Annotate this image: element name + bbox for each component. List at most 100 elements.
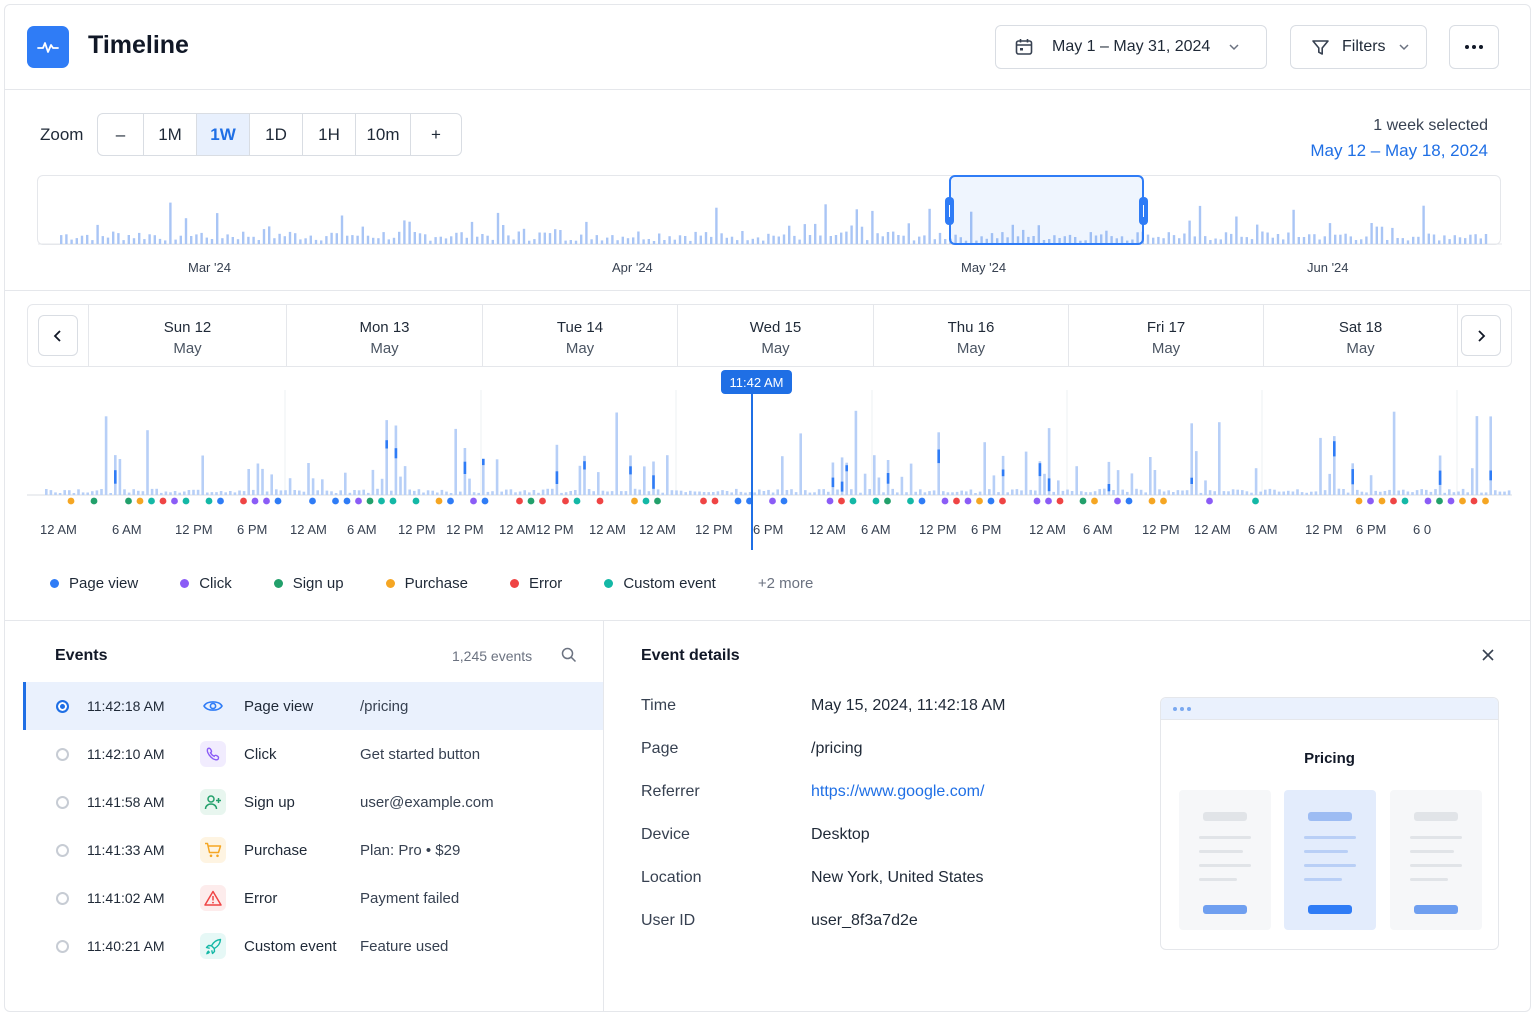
event-marker[interactable] — [355, 497, 362, 505]
legend-more-button[interactable]: +2 more — [758, 575, 813, 592]
event-marker[interactable] — [907, 497, 914, 505]
event-marker[interactable] — [1482, 497, 1489, 505]
event-marker[interactable] — [159, 497, 167, 505]
event-marker[interactable] — [1436, 497, 1443, 505]
zoom-option-10m[interactable]: 10m — [356, 114, 411, 155]
day-column-sun-12[interactable]: Sun 12 May — [88, 305, 286, 366]
event-marker[interactable] — [1045, 497, 1052, 505]
event-marker[interactable] — [872, 497, 880, 505]
event-marker[interactable] — [435, 497, 443, 505]
zoom-option-1d[interactable]: 1D — [250, 114, 303, 155]
event-marker[interactable] — [838, 497, 845, 505]
event-marker[interactable] — [1390, 497, 1397, 505]
time-cursor-line[interactable] — [751, 394, 753, 550]
event-marker[interactable] — [171, 497, 178, 505]
event-marker[interactable] — [654, 497, 661, 505]
event-marker[interactable] — [1252, 497, 1259, 505]
event-row[interactable]: 11:42:18 AM Page view /pricing — [23, 682, 603, 730]
event-row[interactable]: 11:41:58 AM Sign up user@example.com — [23, 778, 603, 826]
event-marker[interactable] — [332, 497, 339, 505]
event-marker[interactable] — [964, 497, 972, 505]
legend-item-page-view[interactable]: Page view — [50, 575, 138, 592]
event-marker[interactable] — [573, 497, 581, 505]
row-radio[interactable] — [56, 939, 69, 953]
event-marker[interactable] — [999, 497, 1006, 505]
zoom-option-1w[interactable]: 1W — [197, 114, 250, 155]
row-radio[interactable] — [56, 795, 69, 809]
row-radio[interactable] — [56, 843, 69, 857]
day-column-sat-18[interactable]: Sat 18 May — [1263, 305, 1458, 366]
event-marker[interactable] — [700, 497, 707, 505]
event-row[interactable]: 11:40:21 AM Custom event Feature used — [23, 922, 603, 970]
event-marker[interactable] — [826, 497, 834, 505]
event-marker[interactable] — [1079, 497, 1087, 505]
event-marker[interactable] — [884, 497, 891, 505]
legend-item-sign-up[interactable]: Sign up — [273, 575, 344, 592]
event-marker[interactable] — [148, 497, 155, 505]
event-marker[interactable] — [539, 497, 546, 505]
event-marker[interactable] — [769, 497, 776, 505]
referrer-link[interactable]: https://www.google.com/ — [811, 783, 985, 800]
previous-week-button[interactable] — [38, 315, 78, 356]
event-marker[interactable] — [470, 497, 477, 505]
event-marker[interactable] — [1401, 497, 1409, 505]
event-marker[interactable] — [1160, 497, 1167, 505]
event-marker[interactable] — [976, 497, 983, 505]
event-marker[interactable] — [642, 497, 650, 505]
timeline-chart[interactable] — [5, 385, 1531, 505]
day-column-thu-16[interactable]: Thu 16 May — [873, 305, 1068, 366]
event-marker[interactable] — [251, 497, 259, 505]
day-column-tue-14[interactable]: Tue 14 May — [482, 305, 677, 366]
legend-item-custom-event[interactable]: Custom event — [604, 575, 716, 592]
event-marker[interactable] — [67, 497, 75, 505]
event-marker[interactable] — [711, 497, 719, 505]
event-marker[interactable] — [987, 497, 995, 505]
event-marker[interactable] — [562, 497, 569, 505]
event-marker[interactable] — [941, 497, 949, 505]
event-row[interactable]: 11:41:02 AM Error Payment failed — [23, 874, 603, 922]
event-marker[interactable] — [631, 497, 638, 505]
event-marker[interactable] — [182, 497, 190, 505]
event-marker[interactable] — [389, 497, 397, 505]
row-radio[interactable] — [56, 747, 69, 761]
close-icon[interactable] — [1481, 648, 1495, 667]
range-brush[interactable] — [945, 175, 1148, 245]
filters-button[interactable]: Filters — [1290, 25, 1427, 69]
event-marker[interactable] — [1206, 497, 1213, 505]
event-marker[interactable] — [447, 497, 454, 505]
event-marker[interactable] — [366, 497, 374, 505]
event-marker[interactable] — [849, 497, 857, 505]
event-marker[interactable] — [343, 497, 351, 505]
event-marker[interactable] — [1459, 497, 1466, 505]
event-marker[interactable] — [596, 497, 604, 505]
event-marker[interactable] — [1056, 497, 1064, 505]
legend-item-error[interactable]: Error — [509, 575, 562, 592]
event-marker[interactable] — [1091, 497, 1098, 505]
event-marker[interactable] — [1125, 497, 1133, 505]
event-marker[interactable] — [1424, 497, 1432, 505]
event-marker[interactable] — [136, 497, 144, 505]
zoom-option-1h[interactable]: 1H — [303, 114, 356, 155]
event-marker[interactable] — [918, 497, 926, 505]
event-marker[interactable] — [1378, 497, 1386, 505]
more-options-button[interactable] — [1449, 25, 1499, 69]
time-cursor-label[interactable]: 11:42 AM — [721, 370, 792, 394]
event-marker[interactable] — [378, 497, 385, 505]
zoom-in-button[interactable]: + — [431, 124, 441, 144]
row-radio[interactable] — [56, 891, 69, 905]
search-icon[interactable] — [561, 647, 577, 668]
event-marker[interactable] — [1033, 497, 1041, 505]
event-row[interactable]: 11:42:10 AM Click Get started button — [23, 730, 603, 778]
page-preview[interactable]: Pricing — [1160, 697, 1499, 950]
brush-handle-right[interactable] — [1139, 197, 1148, 225]
legend-item-purchase[interactable]: Purchase — [385, 575, 468, 592]
event-marker[interactable] — [217, 497, 224, 505]
event-marker[interactable] — [953, 497, 960, 505]
event-marker[interactable] — [481, 497, 489, 505]
event-marker[interactable] — [412, 497, 420, 505]
event-marker[interactable] — [90, 497, 98, 505]
event-marker[interactable] — [309, 497, 316, 505]
zoom-option-1m[interactable]: 1M — [144, 114, 197, 155]
event-marker[interactable] — [1447, 497, 1455, 505]
day-column-mon-13[interactable]: Mon 13 May — [286, 305, 482, 366]
